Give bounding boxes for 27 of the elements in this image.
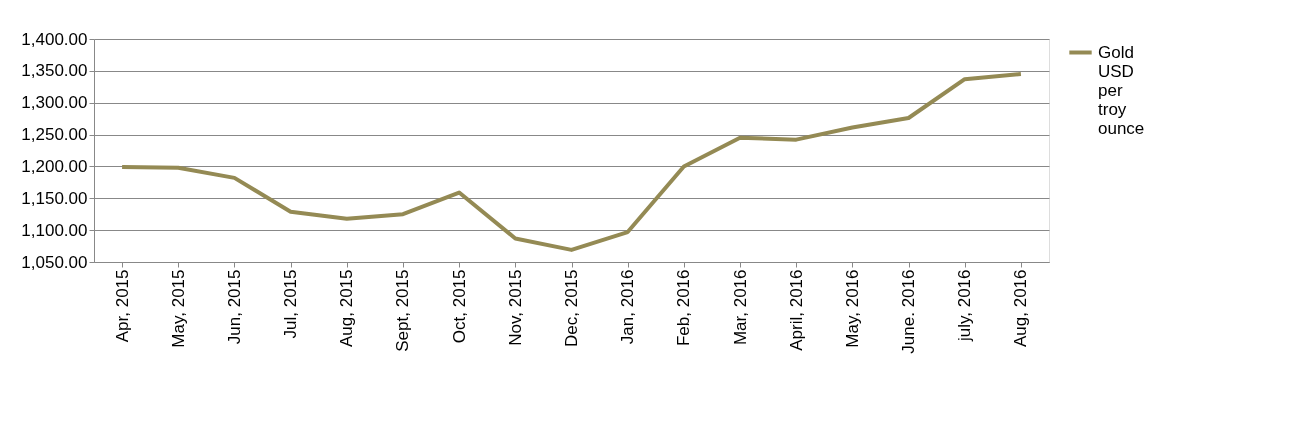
y-tick-label: 1,400.00 (21, 29, 88, 49)
y-tick-label: 1,100.00 (21, 220, 88, 240)
legend-label: Gold USD per troy ounce (1098, 42, 1145, 138)
y-tick-label: 1,300.00 (21, 93, 88, 113)
y-tick-label: 1,200.00 (21, 156, 88, 176)
x-tick-label: Mar, 2016 (730, 269, 750, 346)
x-tick-label: july, 2016 (955, 269, 975, 343)
x-tick-label: May, 2015 (168, 269, 188, 348)
x-tick-label: Jun, 2015 (224, 269, 244, 345)
y-tick-label: 1,350.00 (21, 61, 88, 81)
y-tick-label: 1,050.00 (21, 252, 88, 272)
x-tick-label: Aug, 2016 (1011, 269, 1031, 348)
y-tick-label: 1,250.00 (21, 125, 88, 145)
x-tick-label: Aug, 2015 (337, 269, 357, 348)
x-tick-label: Apr, 2015 (112, 269, 132, 343)
line-series (120, 72, 1023, 252)
x-tick-label: June. 2016 (899, 269, 919, 354)
x-tick-label: Jan, 2016 (618, 269, 638, 345)
x-tick-label: Nov, 2015 (505, 269, 525, 346)
x-tick-label: May, 2016 (842, 269, 862, 348)
x-tick-label: Sept, 2015 (393, 269, 413, 352)
x-tick-label: Jul, 2015 (281, 269, 301, 339)
x-tick-label: April, 2016 (786, 269, 806, 351)
x-tick-label: Dec, 2015 (562, 269, 581, 347)
y-tick-label: 1,150.00 (21, 188, 88, 208)
x-tick-label: Feb, 2016 (674, 269, 694, 347)
x-tick-label: Oct, 2015 (449, 269, 469, 344)
